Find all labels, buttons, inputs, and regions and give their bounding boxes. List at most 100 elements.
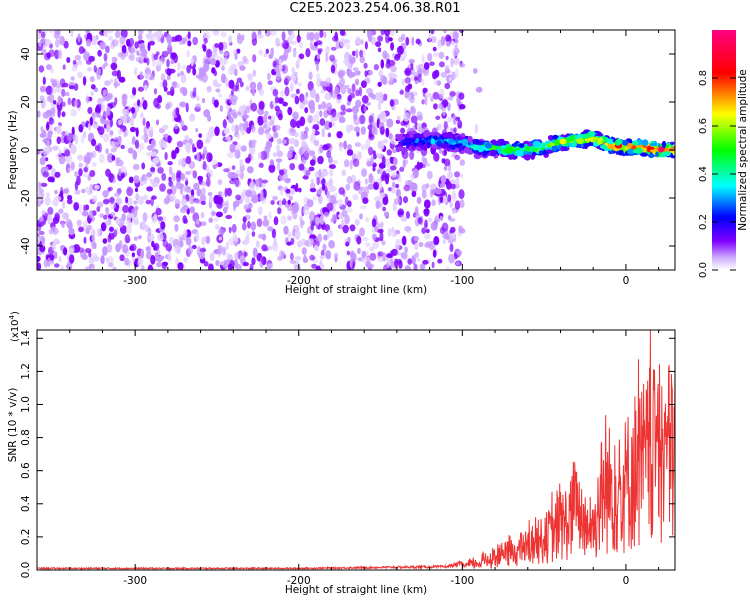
noise-blob [83, 167, 88, 173]
noise-blob [139, 42, 146, 51]
noise-blob [339, 38, 347, 47]
noise-blob [185, 156, 192, 165]
noise-blob [449, 201, 453, 209]
noise-blob [146, 57, 150, 66]
noise-blob [201, 43, 207, 49]
noise-blob [444, 82, 451, 90]
snr-multiplier: (x104) [8, 311, 21, 342]
noise-blob [274, 105, 280, 112]
noise-blob [243, 251, 248, 257]
noise-blob [168, 176, 172, 182]
noise-blob [371, 125, 376, 135]
noise-blob [166, 188, 173, 195]
signal-blob [445, 131, 453, 139]
noise-blob [337, 198, 343, 207]
noise-blob [208, 195, 213, 204]
noise-blob [327, 132, 332, 138]
noise-blob [140, 134, 145, 140]
noise-blob [276, 161, 281, 171]
noise-blob [335, 39, 340, 50]
noise-blob [298, 163, 305, 171]
noise-blob [323, 31, 327, 38]
noise-blob [144, 84, 148, 90]
noise-blob [102, 93, 106, 102]
noise-blob [126, 38, 131, 47]
noise-blob [360, 126, 366, 135]
noise-blob [225, 136, 232, 141]
noise-blob [379, 231, 384, 242]
noise-blob [242, 262, 249, 267]
noise-blob [70, 30, 74, 38]
noise-blob [298, 41, 303, 49]
noise-blob [359, 186, 365, 191]
noise-blob [105, 122, 111, 133]
noise-blob [290, 252, 294, 261]
noise-blob [89, 170, 96, 177]
noise-blob [426, 170, 433, 180]
noise-blob [69, 254, 75, 264]
noise-blob [389, 156, 394, 164]
noise-blob [202, 160, 207, 171]
noise-blob [88, 55, 95, 62]
noise-blob [299, 102, 305, 110]
noise-blob [101, 222, 107, 232]
noise-blob [377, 101, 382, 111]
noise-blob [330, 185, 337, 192]
noise-blob [438, 51, 445, 59]
noise-blob [228, 35, 233, 44]
noise-blob [384, 53, 390, 61]
noise-blob [459, 30, 464, 34]
noise-blob [119, 35, 126, 45]
noise-blob [77, 33, 81, 43]
noise-blob [314, 244, 319, 252]
noise-blob [448, 229, 453, 235]
noise-blob [275, 144, 281, 152]
noise-blob [236, 48, 241, 54]
noise-blob [226, 187, 232, 197]
noise-blob [276, 150, 284, 158]
noise-blob [345, 43, 351, 50]
noise-blob [107, 102, 112, 108]
noise-blob [83, 204, 87, 212]
noise-blob [375, 41, 382, 47]
noise-blob [293, 71, 298, 76]
noise-blob [342, 141, 347, 150]
noise-blob [289, 82, 294, 92]
noise-blob [383, 174, 388, 179]
noise-blob [112, 266, 117, 270]
noise-blob [143, 58, 148, 63]
noise-blob [104, 80, 111, 86]
signal-blob [414, 146, 421, 150]
signal-blob [660, 152, 665, 158]
noise-blob [83, 236, 87, 244]
noise-blob [141, 220, 147, 231]
noise-blob [185, 170, 191, 176]
noise-blob [149, 76, 155, 81]
noise-blob [40, 182, 48, 187]
noise-blob [246, 230, 250, 240]
noise-blob [454, 154, 461, 161]
noise-blob [129, 245, 135, 251]
signal-blob [596, 132, 603, 137]
noise-blob [186, 50, 190, 58]
noise-blob [282, 139, 287, 145]
noise-blob [365, 139, 371, 148]
noise-blob [77, 247, 85, 253]
noise-blob [309, 42, 314, 49]
noise-blob [83, 172, 87, 178]
noise-blob [110, 62, 118, 71]
noise-blob [336, 131, 343, 139]
noise-blob [228, 226, 232, 234]
noise-blob [91, 195, 98, 203]
noise-blob [441, 195, 448, 204]
noise-blob [349, 258, 353, 268]
signal-blob [530, 154, 535, 160]
noise-blob [68, 85, 75, 90]
noise-blob [161, 50, 169, 58]
noise-blob [361, 95, 369, 104]
noise-blob [247, 153, 252, 162]
noise-blob [127, 212, 135, 218]
noise-blob [263, 53, 268, 58]
noise-blob [50, 176, 55, 183]
noise-blob [41, 129, 47, 138]
